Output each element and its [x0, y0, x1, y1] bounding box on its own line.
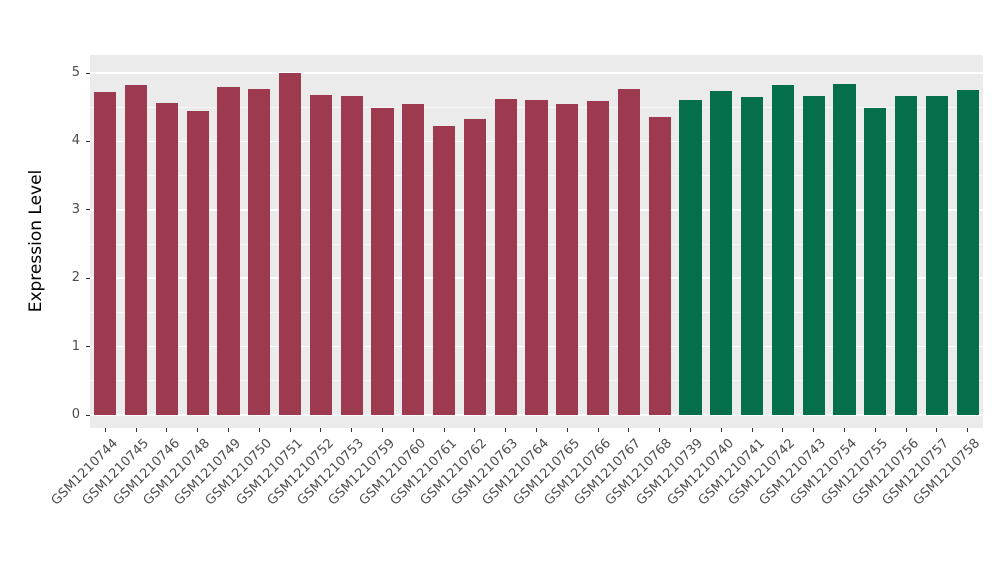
- bar-GSM1210753: [340, 96, 363, 415]
- bar-GSM1210755: [864, 107, 887, 415]
- y-tick-label: 3: [71, 201, 80, 217]
- bar-GSM1210740: [710, 90, 733, 415]
- x-tick-mark: [751, 428, 753, 432]
- bar-GSM1210761: [433, 125, 456, 415]
- x-tick-mark: [782, 428, 784, 432]
- bar-GSM1210742: [771, 84, 794, 415]
- bar-GSM1210763: [494, 99, 517, 415]
- x-tick-mark: [289, 428, 291, 432]
- x-tick-mark: [258, 428, 260, 432]
- bar-GSM1210745: [125, 84, 148, 415]
- y-tick-label: 2: [71, 270, 80, 286]
- x-tick-mark: [566, 428, 568, 432]
- bar-GSM1210758: [956, 90, 979, 415]
- bar-GSM1210760: [402, 103, 425, 415]
- bar-GSM1210762: [463, 118, 486, 415]
- y-tick-mark: [86, 414, 90, 416]
- y-axis-title: Expression Level: [26, 169, 46, 313]
- x-tick-mark: [597, 428, 599, 432]
- x-tick-mark: [874, 428, 876, 432]
- y-tick-mark: [86, 72, 90, 74]
- y-tick-mark: [86, 140, 90, 142]
- x-tick-mark: [689, 428, 691, 432]
- bar-GSM1210750: [248, 88, 271, 415]
- y-tick-label: 0: [71, 407, 80, 422]
- bar-GSM1210749: [217, 86, 240, 415]
- x-tick-mark: [382, 428, 384, 432]
- y-tick-mark: [86, 346, 90, 348]
- bar-GSM1210754: [833, 83, 856, 415]
- x-tick-mark: [905, 428, 907, 432]
- bar-GSM1210744: [94, 92, 117, 415]
- gridline-major: [90, 72, 983, 74]
- x-tick-mark: [843, 428, 845, 432]
- x-tick-mark: [320, 428, 322, 432]
- x-tick-mark: [720, 428, 722, 432]
- bar-GSM1210751: [279, 73, 302, 415]
- x-tick-mark: [505, 428, 507, 432]
- x-tick-mark: [443, 428, 445, 432]
- y-tick-mark: [86, 209, 90, 211]
- bar-GSM1210746: [155, 103, 179, 415]
- bar-GSM1210743: [802, 95, 825, 415]
- x-tick-mark: [813, 428, 815, 432]
- x-tick-mark: [197, 428, 199, 432]
- y-tick-label: 5: [71, 65, 80, 80]
- bar-GSM1210766: [587, 101, 610, 415]
- bar-GSM1210739: [679, 99, 702, 415]
- y-tick-mark: [86, 277, 90, 279]
- x-tick-mark: [166, 428, 168, 432]
- x-tick-mark: [536, 428, 537, 432]
- bar-GSM1210741: [740, 96, 764, 415]
- x-tick-mark: [474, 428, 476, 432]
- x-tick-mark: [228, 428, 230, 432]
- x-tick-mark: [135, 428, 137, 432]
- bar-GSM1210757: [925, 96, 948, 415]
- bar-GSM1210759: [371, 107, 394, 415]
- y-tick-label: 1: [71, 338, 80, 354]
- bar-GSM1210768: [648, 116, 671, 415]
- y-tick-label: 4: [71, 133, 80, 149]
- x-tick-mark: [351, 428, 353, 432]
- bar-GSM1210756: [894, 96, 918, 415]
- x-tick-mark: [967, 428, 969, 432]
- x-tick-mark: [628, 428, 630, 432]
- x-tick-mark: [104, 428, 106, 432]
- x-tick-mark: [412, 428, 414, 432]
- plot-panel: [90, 55, 983, 428]
- bar-GSM1210752: [309, 94, 333, 415]
- bar-GSM1210764: [525, 99, 548, 415]
- bar-GSM1210765: [556, 103, 579, 415]
- bar-GSM1210767: [617, 88, 640, 415]
- x-tick-mark: [936, 428, 938, 432]
- gridline-major: [90, 414, 983, 416]
- x-tick-mark: [659, 428, 661, 432]
- bar-GSM1210748: [186, 111, 209, 415]
